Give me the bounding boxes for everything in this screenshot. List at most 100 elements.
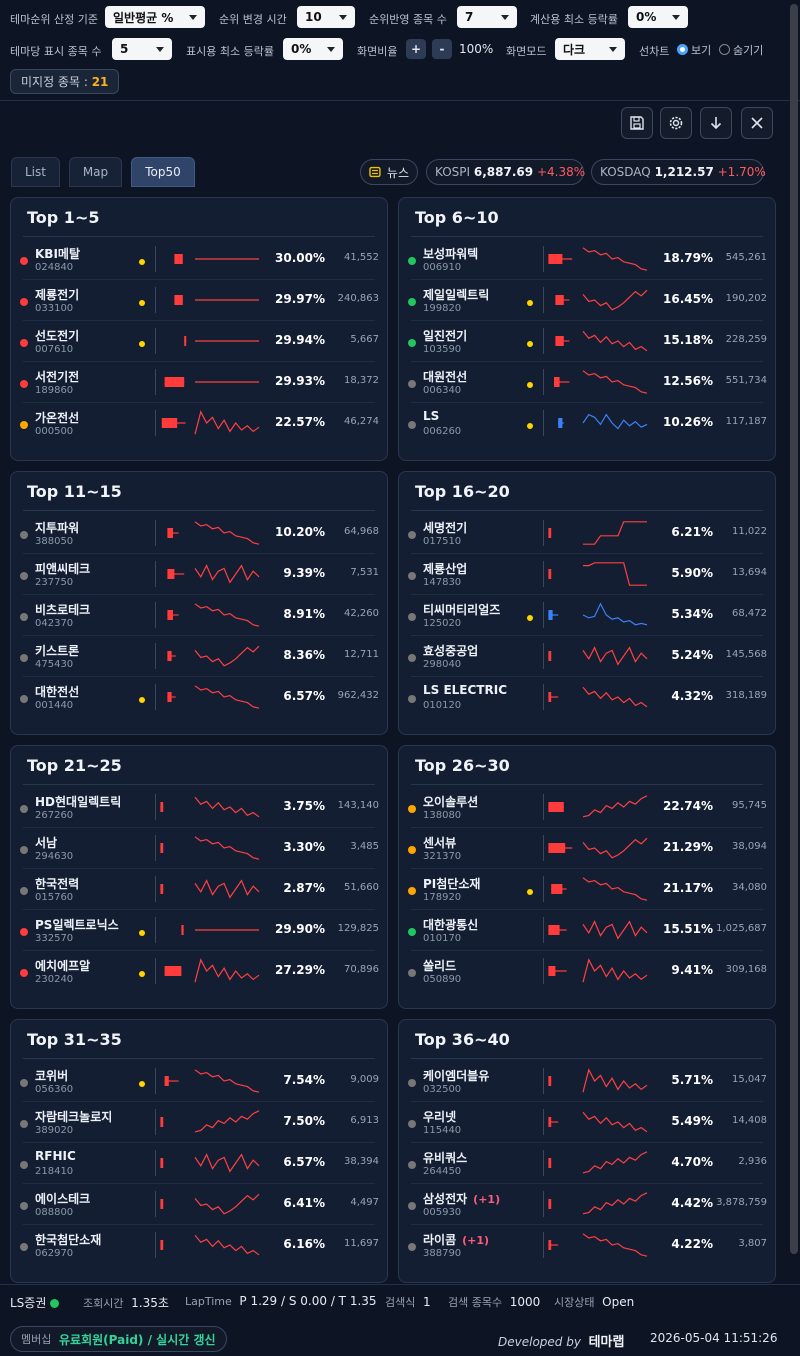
alert-dot-icon (139, 930, 145, 936)
rank-change-time-select[interactable]: 10 (297, 6, 355, 28)
stock-name-text: 유비쿼스 (423, 1151, 468, 1165)
download-button[interactable] (700, 107, 732, 139)
scrollbar[interactable] (790, 4, 798, 1254)
stock-row[interactable]: 라이콤 (+1) 388790 4.22% 3,807 (399, 1224, 775, 1265)
stock-row[interactable]: 효성중공업 298040 5.24% 145,568 (399, 635, 775, 676)
stock-row[interactable]: RFHIC 218410 6.57% 38,394 (11, 1142, 387, 1183)
rank-stock-count-select[interactable]: 7 (457, 6, 517, 28)
stock-row[interactable]: 키스트론 475430 8.36% 12,711 (11, 635, 387, 676)
divider (155, 287, 156, 313)
divider (543, 1150, 544, 1176)
stock-row[interactable]: 한국첨단소재 062970 6.16% 11,697 (11, 1224, 387, 1265)
divider (543, 643, 544, 669)
zoom-in-button[interactable]: + (406, 39, 426, 59)
stock-row[interactable]: 삼성전자 (+1) 005930 4.42% 3,878,759 (399, 1183, 775, 1224)
stock-row[interactable]: 가온전선 000500 22.57% 46,274 (11, 402, 387, 443)
sparkline-line (194, 1234, 260, 1256)
sparkline-line (582, 1068, 648, 1093)
volume: 2,936 (738, 1156, 767, 1167)
status-dot-icon (20, 846, 28, 854)
stock-row[interactable]: 자람테크놀로지 389020 7.50% 6,913 (11, 1101, 387, 1142)
stock-row[interactable]: 세명전기 017510 6.21% 11,022 (399, 512, 775, 553)
display-min-rate-select[interactable]: 0% (283, 38, 343, 60)
zoom-out-button[interactable]: - (432, 39, 452, 59)
calc-min-rate-select[interactable]: 0% (628, 6, 688, 28)
stock-row[interactable]: 대한광통신 010170 15.51% 1,025,687 (399, 909, 775, 950)
screen-mode-select[interactable]: 다크 (555, 38, 625, 60)
candle-body (174, 254, 183, 264)
candle-icon (160, 1158, 164, 1168)
stock-row[interactable]: 지투파워 388050 10.20% 64,968 (11, 512, 387, 553)
tab-list[interactable]: List (11, 157, 60, 187)
save-button[interactable] (621, 107, 653, 139)
row-divider (23, 1224, 375, 1225)
stock-code: 000500 (35, 426, 74, 437)
status-value: 1 (423, 1295, 431, 1309)
stock-row[interactable]: 피앤씨테크 237750 9.39% 7,531 (11, 553, 387, 594)
stock-row[interactable]: 대원전선 006340 12.56% 551,734 (399, 361, 775, 402)
theme-rank-basis-select[interactable]: 일반평균 % (105, 6, 205, 28)
stock-row[interactable]: LS ELECTRIC 010120 4.32% 318,189 (399, 676, 775, 717)
chevron-down-icon (501, 14, 509, 20)
stock-name-text: 선도전기 (35, 329, 80, 343)
alert-dot-icon (139, 259, 145, 265)
stock-row[interactable]: 티씨머티리얼즈 125020 5.34% 68,472 (399, 594, 775, 635)
stock-row[interactable]: 에치에프알 230240 27.29% 70,896 (11, 950, 387, 991)
stock-row[interactable]: 서전기전 189860 29.93% 18,372 (11, 361, 387, 402)
volume: 18,372 (344, 375, 379, 386)
stock-row[interactable]: 센서뷰 321370 21.29% 38,094 (399, 827, 775, 868)
stock-name-text: 센서뷰 (423, 836, 457, 850)
stock-row[interactable]: 대한전선 001440 6.57% 962,432 (11, 676, 387, 717)
stock-row[interactable]: LS 006260 10.26% 117,187 (399, 402, 775, 443)
candle-body (555, 336, 564, 346)
stock-row[interactable]: 에이스테크 088800 6.41% 4,497 (11, 1183, 387, 1224)
candle-body (164, 377, 185, 387)
stock-name-text: 키스트론 (35, 644, 80, 658)
stock-row[interactable]: 제일일렉트릭 199820 16.45% 190,202 (399, 279, 775, 320)
line-chart-hide-radio[interactable]: 숨기기 (719, 42, 763, 58)
stock-row[interactable]: 제룡전기 033100 29.97% 240,863 (11, 279, 387, 320)
candle-icon (548, 1199, 552, 1209)
stock-row[interactable]: 쏠리드 050890 9.41% 309,168 (399, 950, 775, 991)
search-count: 검색 종목수 1000 (448, 1294, 540, 1310)
stock-row[interactable]: 보성파워텍 006910 18.79% 545,261 (399, 238, 775, 279)
unassigned-stocks-badge[interactable]: 미지정 종목 : 21 (10, 69, 120, 94)
stock-row[interactable]: 선도전기 007610 29.94% 5,667 (11, 320, 387, 361)
candle-icon (184, 336, 187, 346)
close-button[interactable] (741, 107, 773, 139)
row-divider (23, 279, 375, 280)
stock-row[interactable]: 코위버 056360 7.54% 9,009 (11, 1060, 387, 1101)
stock-row[interactable]: 케이엠더블유 032500 5.71% 15,047 (399, 1060, 775, 1101)
display-count-select[interactable]: 5 (112, 38, 172, 60)
stock-name: 자람테크놀로지 (35, 1108, 112, 1125)
stock-row[interactable]: 유비쿼스 264450 4.70% 2,936 (399, 1142, 775, 1183)
stock-row[interactable]: PS일렉트로닉스 332570 29.90% 129,825 (11, 909, 387, 950)
card-title: Top 11~15 (27, 482, 122, 501)
stock-row[interactable]: HD현대일렉트릭 267260 3.75% 143,140 (11, 786, 387, 827)
stock-row[interactable]: 서남 294630 3.30% 3,485 (11, 827, 387, 868)
volume: 3,485 (350, 841, 379, 852)
control-label-rank-change-time: 순위 변경 시간 (219, 13, 287, 26)
stock-row[interactable]: PI첨단소재 178920 21.17% 34,080 (399, 868, 775, 909)
candle-icon (160, 884, 164, 894)
candle-body (548, 692, 552, 702)
volume: 3,878,759 (716, 1197, 767, 1208)
stock-row[interactable]: 일진전기 103590 15.18% 228,259 (399, 320, 775, 361)
divider (23, 510, 375, 511)
tab-top50[interactable]: Top50 (131, 157, 195, 187)
stock-row[interactable]: 오이솔루션 138080 22.74% 95,745 (399, 786, 775, 827)
stock-row[interactable]: KBI메탈 024840 30.00% 41,552 (11, 238, 387, 279)
tab-map[interactable]: Map (69, 157, 122, 187)
stock-row[interactable]: 비츠로테크 042370 8.91% 42,260 (11, 594, 387, 635)
stock-row[interactable]: 제룡산업 147830 5.90% 13,694 (399, 553, 775, 594)
candle-body (548, 651, 552, 661)
news-button[interactable]: 뉴스 (360, 159, 418, 185)
settings-button[interactable] (660, 107, 692, 139)
candle-body (184, 336, 187, 346)
stock-row[interactable]: 한국전력 015760 2.87% 51,660 (11, 868, 387, 909)
line-chart-show-radio[interactable]: 보기 (677, 42, 711, 58)
divider (0, 100, 800, 101)
divider (155, 1109, 156, 1135)
stock-row[interactable]: 우리넷 115440 5.49% 14,408 (399, 1101, 775, 1142)
sparkline-chart (582, 247, 648, 271)
